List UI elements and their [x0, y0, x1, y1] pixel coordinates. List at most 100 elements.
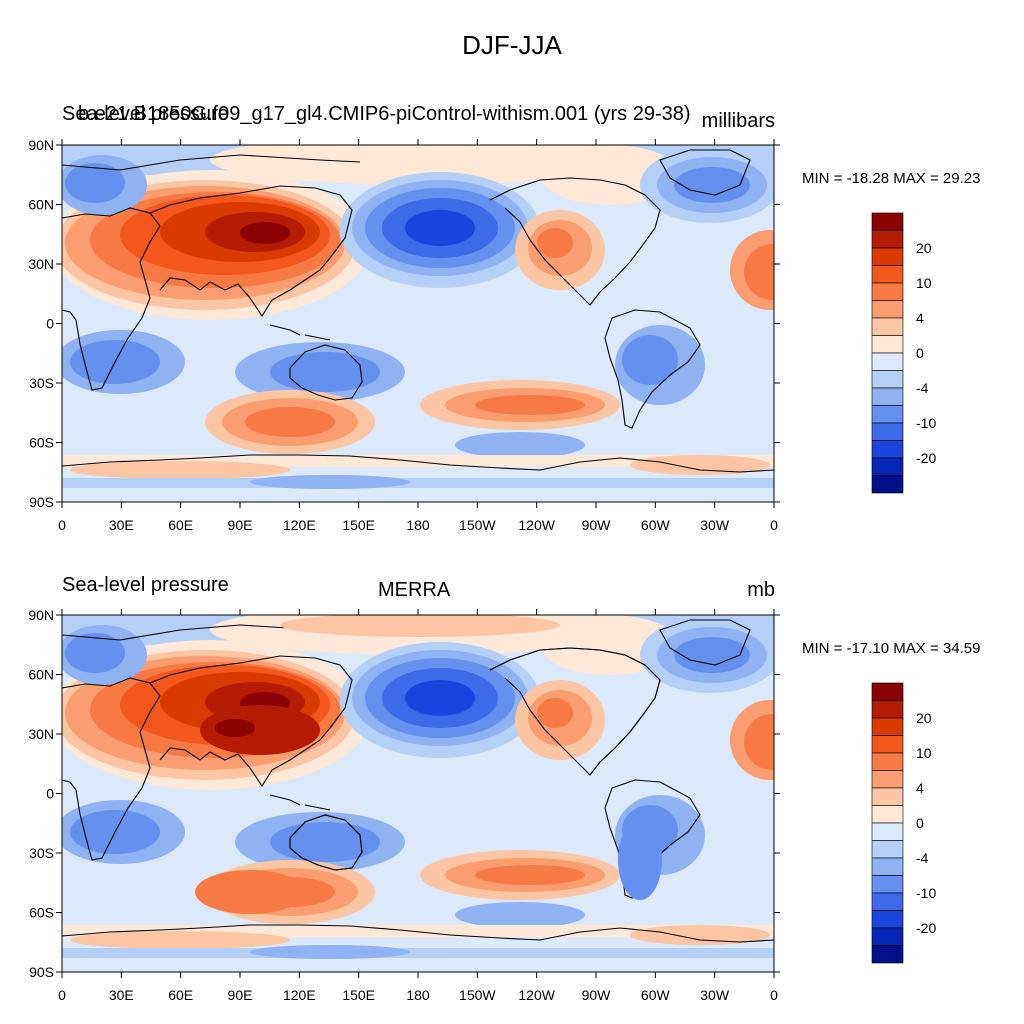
- panel2-lat-label: 30N: [28, 726, 54, 742]
- panel1-lat-label: 60N: [28, 197, 54, 213]
- panel2-colorbar: 20 10 4 0 -4 -10 -20: [871, 682, 936, 964]
- panel1-units: millibars: [701, 110, 775, 132]
- panel1-lon-label: 0: [58, 517, 66, 533]
- panel1-colorbar-box: [871, 282, 904, 301]
- panel2-minmax: MIN = -17.10 MAX = 34.59: [802, 640, 981, 657]
- panel2-lat-label: 30S: [29, 845, 54, 861]
- panel1-lat-label: 30S: [29, 375, 54, 391]
- panel2-colorbar-label: -4: [916, 850, 929, 866]
- panel2-colorbar-box: [871, 945, 904, 964]
- panel1-lat-label: 90N: [28, 137, 54, 153]
- figure-title: DJF-JJA: [462, 30, 562, 60]
- panel1-colorbar-box: [871, 317, 904, 336]
- panel2-colorbar-box: [871, 857, 904, 876]
- panel2-lat-label: 0: [46, 786, 54, 802]
- panel1-lon-label: 30E: [109, 517, 134, 533]
- panel1-lat-label: 90S: [29, 494, 54, 510]
- panel1-colorbar-box: [871, 247, 904, 266]
- panel2-colorbar-box: [871, 927, 904, 946]
- panel2-lon-label: 0: [770, 987, 778, 1003]
- panel2-colorbar-box: [871, 735, 904, 754]
- panel2-center-title: MERRA: [378, 579, 451, 601]
- panel2-lon-label: 30W: [700, 987, 730, 1003]
- panel1-colorbar-box: [871, 265, 904, 284]
- panel2-lon-label: 180: [406, 987, 430, 1003]
- panel1-colorbar-label: 4: [916, 310, 924, 326]
- panel2-lon-label: 150E: [342, 987, 375, 1003]
- panel1-colorbar-box: [871, 387, 904, 406]
- panel1-colorbar-label: -10: [916, 415, 936, 431]
- panel1-lon-label: 90E: [228, 517, 253, 533]
- panel2-lat-label: 60N: [28, 667, 54, 683]
- panel1-colorbar-label: 0: [916, 345, 924, 361]
- panel1-colorbar-box: [871, 422, 904, 441]
- panel2-colorbar-box: [871, 770, 904, 789]
- panel2-colorbar-box: [871, 840, 904, 859]
- panel1-colorbar: 20 10 4 0 -4 -10 -20: [871, 212, 936, 494]
- panel1-colorbar-box: [871, 335, 904, 354]
- panel2-lon-label: 0: [58, 987, 66, 1003]
- panel1-lon-label: 150E: [342, 517, 375, 533]
- panel2-lat-label: 90S: [29, 964, 54, 980]
- panel2-lon-label: 150W: [459, 987, 496, 1003]
- panel1-colorbar-box: [871, 405, 904, 424]
- panel2-units: mb: [747, 579, 775, 601]
- panel1-lon-label: 60E: [168, 517, 193, 533]
- panel1-lon-label: 180: [406, 517, 430, 533]
- panel2-colorbar-label: 0: [916, 815, 924, 831]
- panel2-colorbar-label: -10: [916, 885, 936, 901]
- panel1-map: [62, 145, 774, 502]
- panel2-map: [62, 615, 774, 972]
- panel2-lat-label: 90N: [28, 607, 54, 623]
- panel1-lat-label: 0: [46, 316, 54, 332]
- panel2-colorbar-label: 10: [916, 745, 932, 761]
- panel1-lon-label: 120W: [518, 517, 555, 533]
- panel1-colorbar-label: 20: [916, 240, 932, 256]
- panel1-lon-label: 120E: [283, 517, 316, 533]
- panel1-colorbar-box: [871, 230, 904, 249]
- panel2-colorbar-label: 20: [916, 710, 932, 726]
- panel2-colorbar-box: [871, 700, 904, 719]
- panel1-lat-label: 30N: [28, 256, 54, 272]
- panel2-colorbar-box: [871, 752, 904, 771]
- panel2-lon-label: 120E: [283, 987, 316, 1003]
- panel1-lon-label: 60W: [641, 517, 671, 533]
- panel2-lon-label: 60W: [641, 987, 671, 1003]
- panel1-lat-label: 60S: [29, 435, 54, 451]
- panel1-colorbar-label: -20: [916, 450, 936, 466]
- panel1-colorbar-box: [871, 457, 904, 476]
- panel1-colorbar-box: [871, 352, 904, 371]
- panel2-lon-label: 90W: [582, 987, 612, 1003]
- panel2-colorbar-box: [871, 805, 904, 824]
- panel2-colorbar-box: [871, 892, 904, 911]
- panel2-colorbar-box: [871, 910, 904, 929]
- panel1-lon-label: 90W: [582, 517, 612, 533]
- panel2-colorbar-label: 4: [916, 780, 924, 796]
- panel2-lon-label: 30E: [109, 987, 134, 1003]
- panel2-colorbar-box: [871, 875, 904, 894]
- panel1-minmax: MIN = -18.28 MAX = 29.23: [802, 170, 981, 187]
- panel1-colorbar-box: [871, 300, 904, 319]
- panel2-lat-label: 60S: [29, 905, 54, 921]
- panel1-lon-label: 0: [770, 517, 778, 533]
- panel2-lon-label: 120W: [518, 987, 555, 1003]
- panel2-colorbar-box: [871, 717, 904, 736]
- panel2-colorbar-box: [871, 787, 904, 806]
- panel2-lon-label: 60E: [168, 987, 193, 1003]
- panel1-colorbar-label: -4: [916, 380, 929, 396]
- panel2-lon-label: 90E: [228, 987, 253, 1003]
- panel2-colorbar-box: [871, 822, 904, 841]
- panel1-colorbar-box: [871, 370, 904, 389]
- panel1-left-title: Sea-level pressure: [62, 103, 229, 125]
- panel1-colorbar-box: [871, 440, 904, 459]
- panel2-colorbar-label: -20: [916, 920, 936, 936]
- panel2-left-title: Sea-level pressure: [62, 574, 229, 596]
- panel1-colorbar-box: [871, 475, 904, 494]
- panel1-lon-label: 30W: [700, 517, 730, 533]
- panel2-colorbar-box: [871, 682, 904, 701]
- panel1-colorbar-label: 10: [916, 275, 932, 291]
- panel1-lon-label: 150W: [459, 517, 496, 533]
